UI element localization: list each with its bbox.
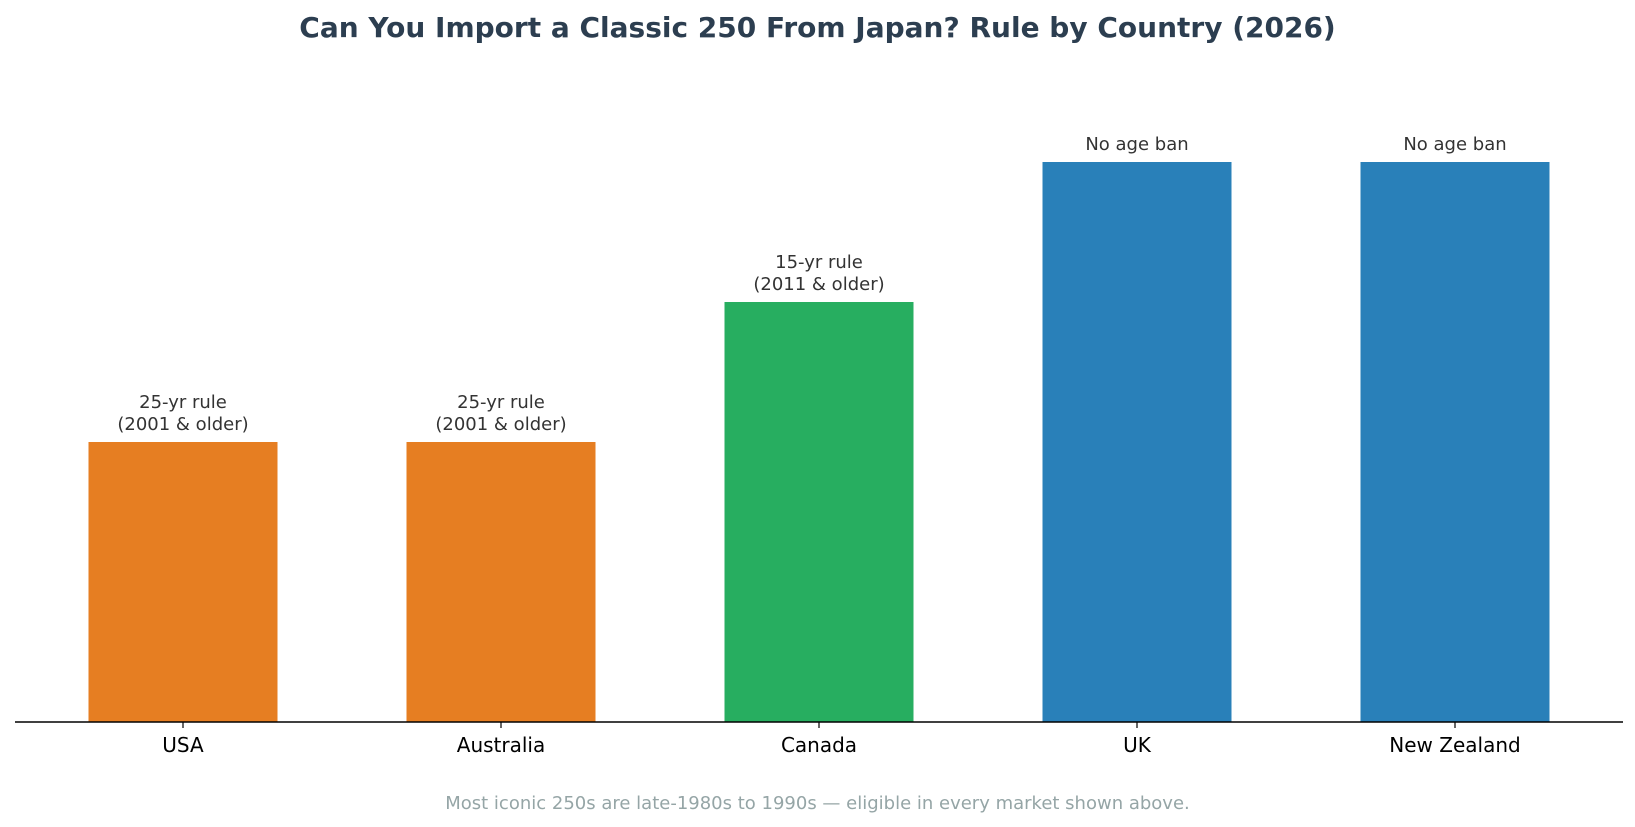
- bar-new-zealand: [1360, 162, 1550, 722]
- x-tick-label: Canada: [781, 733, 857, 757]
- bar-usa: [88, 442, 278, 722]
- bar-uk: [1042, 162, 1232, 722]
- x-tick-label: USA: [162, 733, 204, 757]
- bar-label: (2001 & older): [435, 414, 566, 435]
- bar-label: 15-yr rule: [775, 252, 863, 273]
- bar-label: 25-yr rule: [457, 392, 545, 413]
- bar-label: 25-yr rule: [139, 392, 227, 413]
- bars-group: [88, 162, 1550, 722]
- x-ticks-group: USA Australia Canada UK New Zealand: [162, 722, 1521, 757]
- bar-label: No age ban: [1085, 134, 1188, 155]
- bar-label: (2011 & older): [753, 274, 884, 295]
- bar-label: (2001 & older): [117, 414, 248, 435]
- chart-title: Can You Import a Classic 250 From Japan?…: [299, 11, 1335, 44]
- x-tick-label: Australia: [457, 733, 545, 757]
- bar-australia: [406, 442, 596, 722]
- x-tick-label: New Zealand: [1389, 733, 1520, 757]
- footnote: Most iconic 250s are late-1980s to 1990s…: [445, 793, 1190, 814]
- bar-label: No age ban: [1403, 134, 1506, 155]
- bar-labels-group: 25-yr rule(2001 & older)25-yr rule(2001 …: [117, 134, 1506, 435]
- x-tick-label: UK: [1123, 733, 1152, 757]
- bar-canada: [724, 302, 914, 722]
